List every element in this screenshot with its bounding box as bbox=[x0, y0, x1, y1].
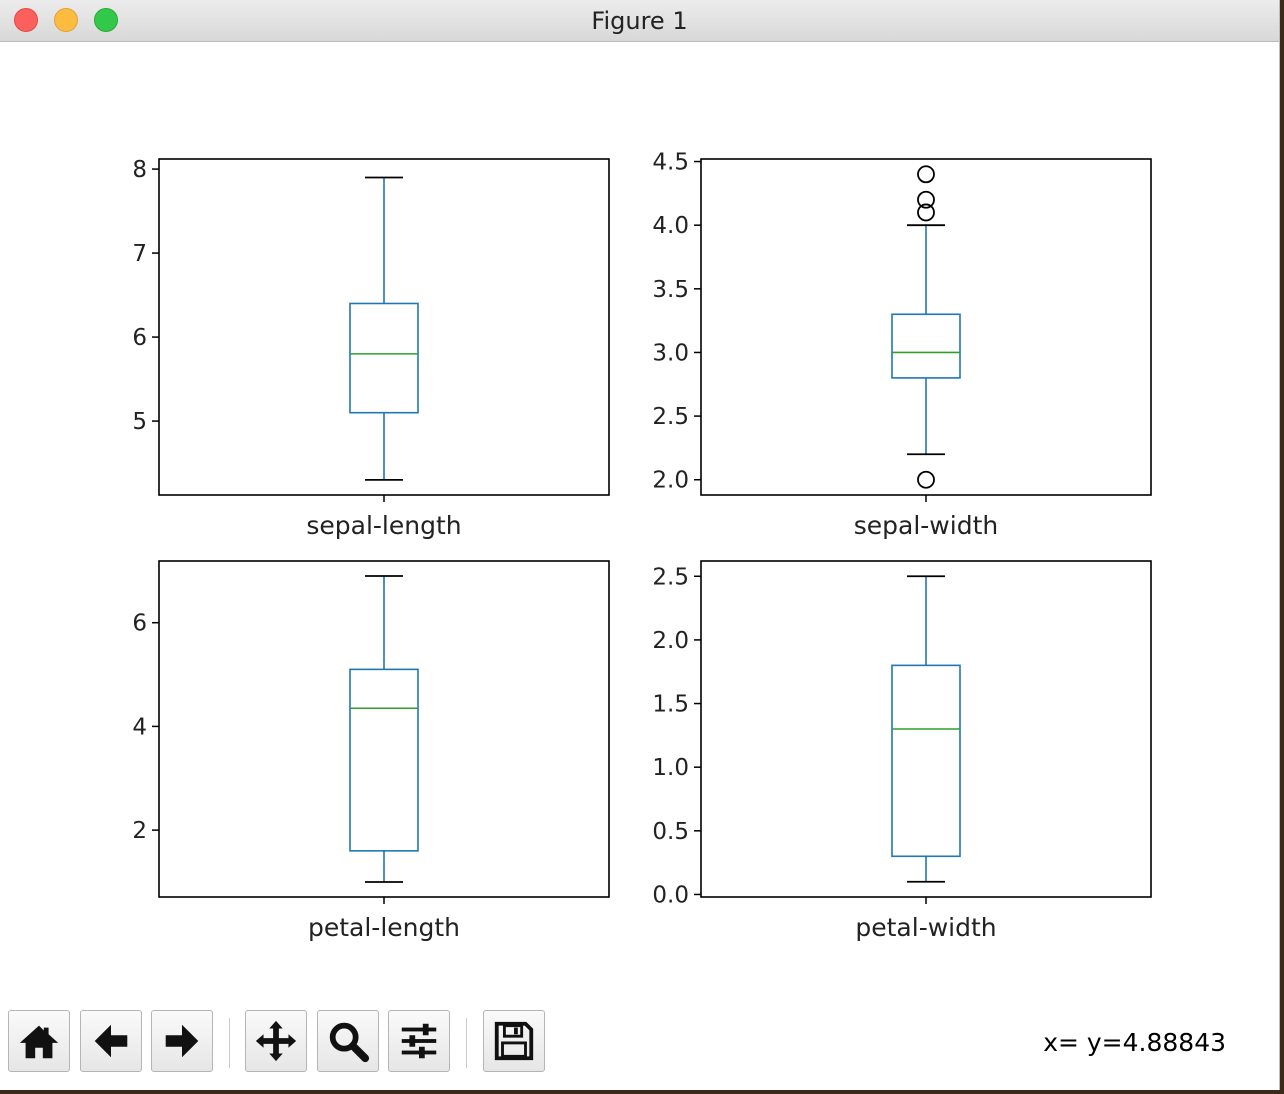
toolbar-separator bbox=[466, 1018, 467, 1068]
minimize-window-button[interactable] bbox=[54, 8, 78, 32]
outlier-point bbox=[917, 165, 935, 184]
y-tick-label: 2 bbox=[132, 818, 147, 844]
x-tick-label: petal-length bbox=[308, 913, 460, 942]
y-tick-label: 1.0 bbox=[652, 755, 689, 781]
y-tick-label: 7 bbox=[132, 241, 147, 267]
pan-button[interactable] bbox=[245, 1010, 307, 1072]
title-bar: Figure 1 bbox=[0, 0, 1279, 42]
iqr-box bbox=[891, 664, 961, 858]
y-tick-label: 4 bbox=[132, 714, 147, 740]
sliders-icon bbox=[401, 1023, 437, 1059]
x-tick-label: sepal-width bbox=[854, 511, 998, 540]
x-tick-label: petal-width bbox=[855, 913, 996, 942]
y-tick-label: 6 bbox=[132, 611, 147, 637]
y-tick-label: 0.0 bbox=[652, 882, 689, 908]
y-tick-label: 4.0 bbox=[652, 213, 689, 239]
floppy-disk-icon bbox=[494, 1021, 534, 1061]
iqr-box bbox=[349, 668, 419, 852]
forward-button[interactable] bbox=[151, 1010, 213, 1072]
close-window-button[interactable] bbox=[14, 8, 38, 32]
magnifier-icon bbox=[329, 1022, 370, 1063]
y-tick-label: 2.5 bbox=[652, 404, 689, 430]
subplot-2: 2.0 2.5 3.0 3.5 4.0 4.5 sepal-width bbox=[652, 150, 1152, 540]
iqr-box bbox=[349, 302, 419, 414]
y-tick-label: 2.5 bbox=[652, 564, 689, 590]
iqr-box bbox=[891, 313, 961, 379]
zoom-button[interactable] bbox=[317, 1010, 379, 1072]
figure-canvas[interactable]: 5 6 7 8 sepal-length 2.0 2.5 3.0 3.5 4.0 4.5 sepal-… bbox=[0, 42, 1280, 1002]
back-button[interactable] bbox=[80, 1010, 142, 1072]
y-tick-label: 1.5 bbox=[652, 692, 689, 718]
y-tick-label: 6 bbox=[132, 325, 147, 351]
y-tick-label: 0.5 bbox=[652, 819, 689, 845]
axes-frame bbox=[158, 158, 610, 496]
x-tick-label: sepal-length bbox=[306, 511, 461, 540]
outlier-point bbox=[917, 203, 935, 222]
y-tick-label: 5 bbox=[132, 409, 147, 435]
y-tick-label: 3.0 bbox=[652, 340, 689, 366]
y-tick-label: 8 bbox=[132, 157, 147, 183]
axes-frame bbox=[158, 560, 610, 898]
configure-subplots-button[interactable] bbox=[388, 1010, 450, 1072]
navigation-toolbar: x= y=4.88843 bbox=[0, 1008, 1279, 1078]
subplot-4: 0.0 0.5 1.0 1.5 2.0 2.5 petal-width bbox=[652, 560, 1152, 942]
forward-arrow-icon bbox=[165, 1024, 199, 1058]
toolbar-separator bbox=[229, 1018, 230, 1068]
axes-frame bbox=[700, 158, 1152, 496]
save-button[interactable] bbox=[483, 1010, 545, 1072]
cursor-coordinates: x= y=4.88843 bbox=[1043, 1028, 1226, 1057]
y-tick-label: 2.0 bbox=[652, 628, 689, 654]
y-tick-label: 3.5 bbox=[652, 277, 689, 303]
y-tick-label: 4.5 bbox=[652, 150, 689, 176]
move-icon bbox=[255, 1020, 297, 1062]
window-title: Figure 1 bbox=[591, 7, 688, 35]
y-tick-label: 2.0 bbox=[652, 468, 689, 494]
home-button[interactable] bbox=[8, 1010, 70, 1072]
subplot-1: 5 6 7 8 sepal-length bbox=[132, 157, 610, 540]
outlier-point bbox=[917, 470, 935, 489]
subplot-3: 2 4 6 petal-length bbox=[132, 560, 610, 942]
axes-frame bbox=[700, 560, 1152, 898]
outlier-point bbox=[917, 190, 935, 209]
zoom-window-button[interactable] bbox=[94, 8, 118, 32]
back-arrow-icon bbox=[94, 1024, 128, 1058]
home-icon bbox=[19, 1025, 59, 1059]
